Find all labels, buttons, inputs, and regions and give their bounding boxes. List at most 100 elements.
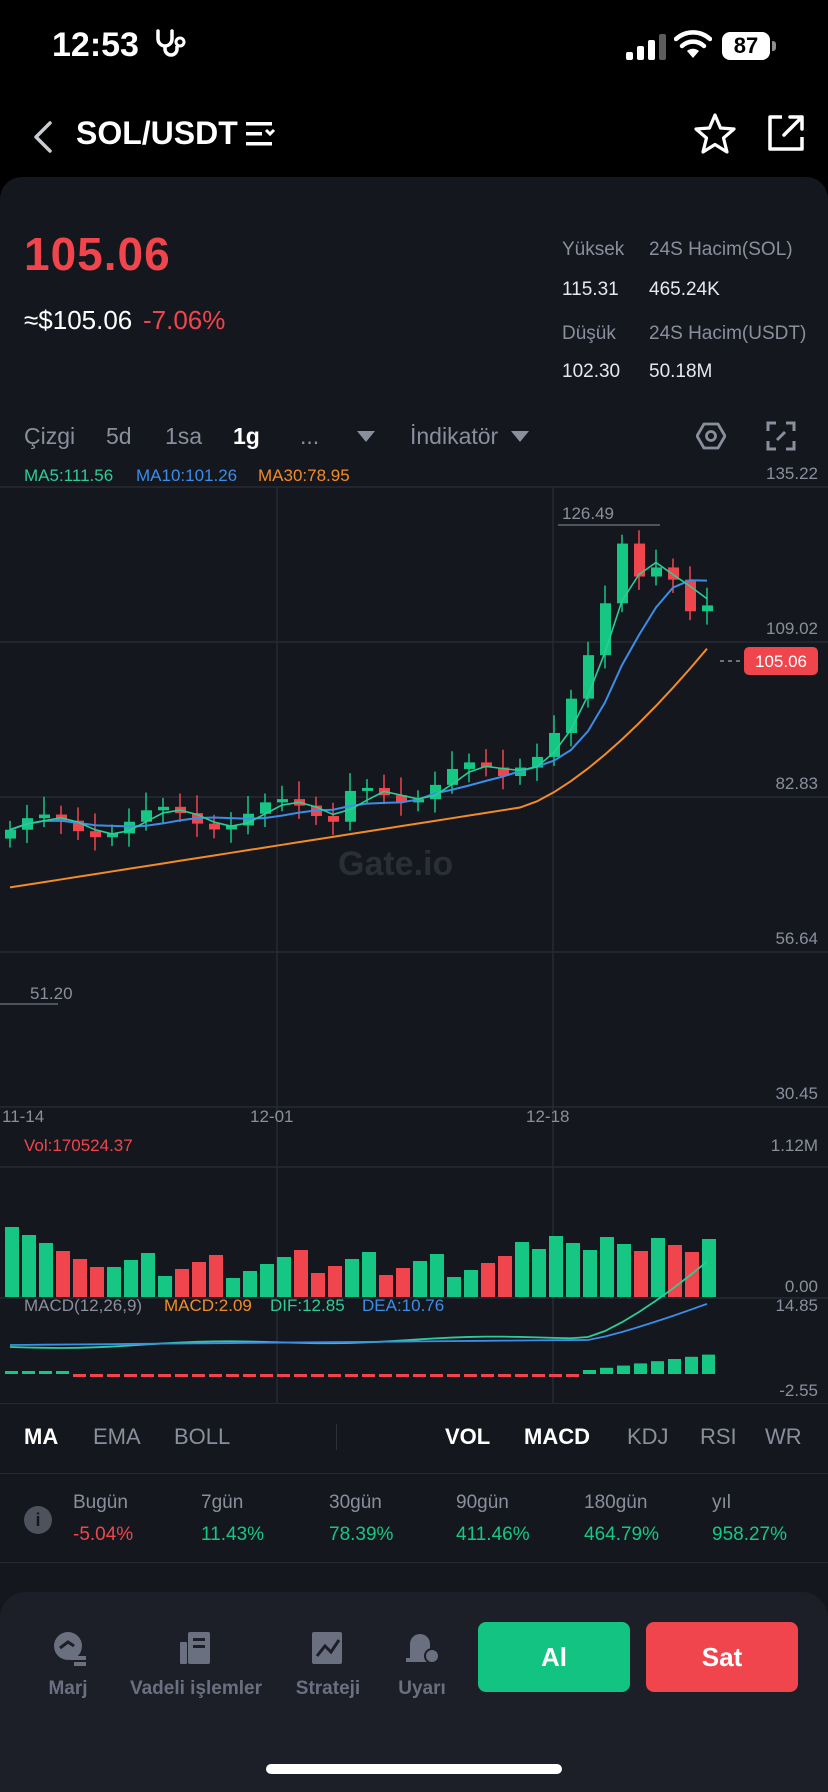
perf-label-7d: 7gün (201, 1492, 244, 1513)
indicator-menu[interactable]: İndikatör (410, 423, 499, 449)
tab-1h[interactable]: 1sa (165, 423, 203, 449)
last-price: 105.06 (24, 228, 171, 280)
usd-equivalent: ≈$105.06 (24, 305, 133, 335)
y-tick-5: 30.45 (775, 1084, 818, 1103)
volume-usdt-value: 50.18M (649, 361, 713, 382)
tab-ema[interactable]: EMA (93, 1424, 141, 1449)
y-tick-3: 82.83 (775, 774, 818, 793)
macd-histogram-bar (634, 1363, 647, 1374)
wifi-icon (674, 30, 712, 58)
volume-bar (617, 1244, 631, 1297)
perf-value-today: -5.04% (73, 1524, 134, 1545)
gate-watermark: Gate.io (338, 845, 453, 883)
low-marker-label: 51.20 (30, 984, 73, 1003)
perf-value-90d: 411.46% (456, 1524, 530, 1545)
indicator-caret-icon[interactable] (511, 431, 529, 442)
tab-5d[interactable]: 5d (106, 423, 132, 449)
fullscreen-icon[interactable] (766, 421, 796, 451)
alert-button[interactable]: Uyarı (392, 1628, 452, 1700)
volume-bar (141, 1253, 155, 1297)
macd-histogram-bar (328, 1374, 341, 1377)
candle-body (430, 784, 441, 800)
sell-button[interactable]: Sat (646, 1622, 798, 1692)
margin-button[interactable]: Marj (40, 1628, 96, 1700)
candle-body (209, 823, 220, 830)
tab-kdj[interactable]: KDJ (627, 1424, 669, 1449)
info-icon[interactable]: i (24, 1506, 52, 1534)
tab-macd[interactable]: MACD (524, 1424, 590, 1449)
candlestick-chart[interactable]: Gate.io MA5:111.56 MA10:101.26 MA30:78.9… (0, 467, 828, 1403)
macd-histogram-bar (345, 1374, 358, 1377)
macd-histogram-bar (56, 1371, 69, 1374)
more-caret-icon[interactable] (357, 431, 375, 442)
perf-value-7d: 11.43% (201, 1524, 265, 1545)
macd-histogram-bar (158, 1374, 171, 1377)
futures-button[interactable]: Vadeli işlemler (126, 1628, 266, 1700)
candle-body (396, 795, 407, 803)
tab-rsi[interactable]: RSI (700, 1424, 737, 1449)
macd-histogram-bar (311, 1374, 324, 1377)
tab-vol[interactable]: VOL (445, 1424, 491, 1449)
candle-body (328, 816, 339, 822)
favorite-star-icon[interactable] (692, 111, 738, 157)
macd-histogram-bar (549, 1374, 562, 1377)
macd-histogram-bar (362, 1374, 375, 1377)
candle-body (90, 831, 101, 838)
tab-wr[interactable]: WR (765, 1424, 802, 1449)
macd-histogram-bar (447, 1374, 460, 1377)
back-chevron-icon[interactable] (26, 117, 62, 157)
volume-bar (22, 1235, 36, 1297)
macd-histogram-bar (22, 1371, 35, 1374)
volume-bar (430, 1254, 444, 1297)
strategy-button[interactable]: Strateji (290, 1628, 366, 1700)
tab-ma[interactable]: MA (24, 1424, 59, 1449)
volume-bar (56, 1251, 70, 1297)
tab-line[interactable]: Çizgi (24, 423, 76, 449)
candle-body (549, 732, 560, 757)
macd-histogram-bar (5, 1371, 18, 1374)
volume-bar (39, 1243, 53, 1297)
volume-bar (345, 1259, 359, 1297)
macd-histogram-bar (413, 1374, 426, 1377)
dea-line (9, 1302, 708, 1346)
pair-list-icon[interactable] (246, 119, 276, 149)
volume-bar (73, 1259, 87, 1297)
price-change-percent: -7.06% (143, 305, 226, 335)
x-tick-3: 12-18 (526, 1107, 569, 1126)
pair-title[interactable]: SOL/USDT (76, 115, 238, 151)
tab-1d[interactable]: 1g (233, 423, 260, 449)
nav-bar: SOL/USDT (0, 95, 828, 177)
volume-bar (107, 1267, 121, 1297)
macd-histogram-bar (481, 1374, 494, 1377)
strategy-label: Strateji (295, 1678, 361, 1699)
candle-body (39, 814, 50, 819)
macd-histogram-bar (209, 1374, 222, 1377)
buy-button[interactable]: Al (478, 1622, 630, 1692)
home-indicator[interactable] (266, 1764, 562, 1774)
cellular-signal-icon (626, 34, 666, 60)
candle-body (532, 756, 543, 768)
ma30-line (9, 648, 708, 889)
candle-body (498, 767, 509, 776)
volume-bar (515, 1242, 529, 1297)
tab-more[interactable]: ... (300, 423, 320, 449)
volume-bar (498, 1256, 512, 1297)
volume-bar (124, 1260, 138, 1297)
volume-bar (328, 1266, 342, 1297)
tab-boll[interactable]: BOLL (174, 1424, 231, 1449)
volume-sol-value: 465.24K (649, 279, 720, 300)
margin-label: Marj (48, 1678, 88, 1699)
macd-histogram-bar (396, 1374, 409, 1377)
volume-bar (634, 1251, 648, 1297)
volume-bar (379, 1275, 393, 1297)
market-panel: 105.06 ≈$105.06 -7.06% Yüksek 115.31 24S… (0, 177, 828, 1792)
share-icon[interactable] (764, 111, 808, 155)
macd-histogram-bar (702, 1354, 715, 1374)
stethoscope-icon (154, 28, 188, 65)
volume-bar (583, 1250, 597, 1297)
volume-sol-label: 24S Hacim(SOL) (649, 239, 793, 260)
chart-settings-icon[interactable] (696, 421, 726, 451)
dea-value: DEA:10.76 (362, 1296, 444, 1315)
macd-histogram-bar (600, 1367, 613, 1374)
macd-histogram-bar (668, 1359, 681, 1374)
